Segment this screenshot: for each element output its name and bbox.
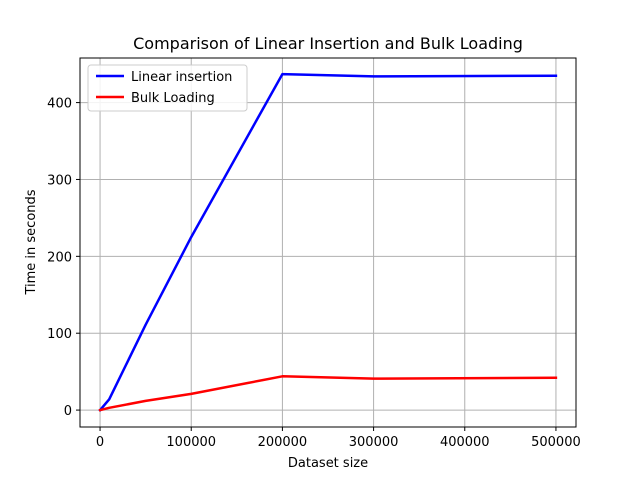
chart-title: Comparison of Linear Insertion and Bulk … — [133, 34, 523, 53]
y-tick-label: 100 — [47, 327, 72, 342]
x-axis-label: Dataset size — [288, 456, 368, 471]
y-tick-label: 200 — [47, 250, 72, 265]
grid — [80, 58, 576, 427]
x-tick-label: 0 — [96, 435, 104, 450]
series-line-bulk-loading — [98, 375, 558, 412]
series-line-linear-insertion — [98, 72, 558, 412]
y-tick-label: 400 — [47, 97, 72, 112]
x-tick-label: 300000 — [349, 435, 399, 450]
legend: Linear insertion Bulk Loading — [87, 64, 248, 112]
x-tick-label: 400000 — [440, 435, 490, 450]
x-tick-label: 500000 — [531, 435, 581, 450]
y-tick-label: 300 — [47, 173, 72, 188]
series-lines — [98, 72, 558, 412]
legend-label-linear-insertion: Linear insertion — [131, 70, 232, 85]
y-tick-label: 0 — [64, 404, 72, 419]
y-axis-label: Time in seconds — [24, 189, 39, 295]
legend-box — [87, 64, 248, 112]
plot-frame — [79, 57, 577, 428]
x-tick-label: 100000 — [166, 435, 216, 450]
ticks: 0 100000 200000 300000 400000 500000 0 100 200 30… — [47, 97, 581, 450]
legend-label-bulk-loading: Bulk Loading — [131, 91, 215, 106]
x-tick-label: 200000 — [258, 435, 308, 450]
